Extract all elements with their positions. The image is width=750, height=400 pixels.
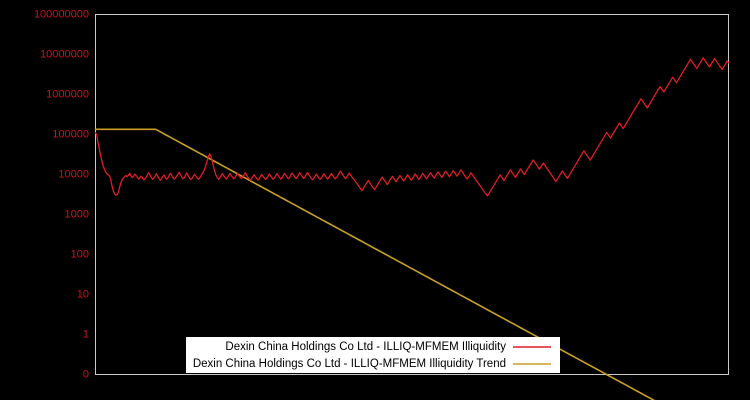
y-axis-tick-label: 1 <box>83 328 89 340</box>
plot-area-frame <box>95 14 729 375</box>
legend-label: Dexin China Holdings Co Ltd - ILLIQ-MFME… <box>225 341 506 353</box>
legend-background <box>186 337 560 373</box>
y-axis-tick-label: 100000000 <box>34 8 89 20</box>
data-series-group <box>94 57 730 400</box>
legend-label: Dexin China Holdings Co Ltd - ILLIQ-MFME… <box>193 358 506 370</box>
y-axis-tick-labels: 1000000001000000010000001000001000010001… <box>34 8 89 380</box>
y-axis-tick-label: 100 <box>71 248 89 260</box>
y-axis-tick-label: 1000000 <box>46 88 89 100</box>
y-axis-tick-label: 10 <box>77 288 89 300</box>
y-axis-tick-label: 100000 <box>52 128 89 140</box>
y-axis-tick-label: 10000000 <box>40 48 89 60</box>
chart-legend[interactable]: Dexin China Holdings Co Ltd - ILLIQ-MFME… <box>186 337 560 373</box>
series-line-illiquidity <box>94 57 730 197</box>
series-line-trend <box>94 128 656 400</box>
y-axis-tick-label: 0 <box>83 368 89 380</box>
y-axis-tick-label: 10000 <box>58 168 89 180</box>
y-axis-tick-label: 1000 <box>65 208 89 220</box>
